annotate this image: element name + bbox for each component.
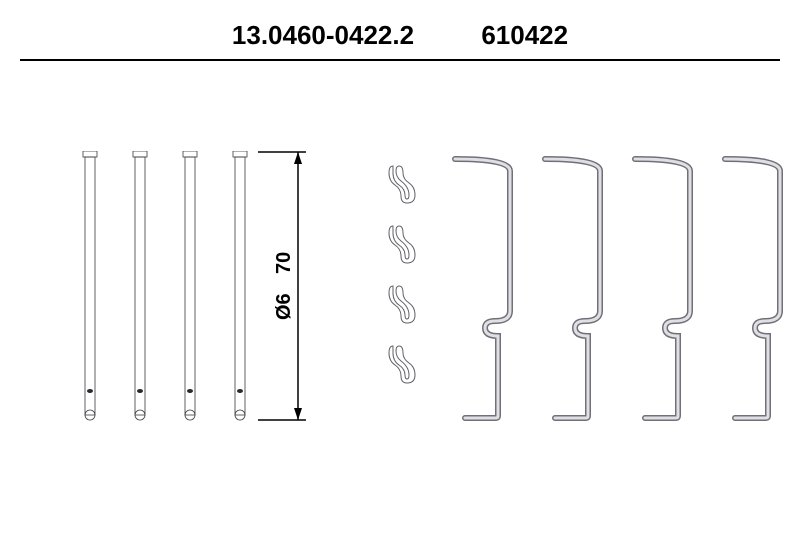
spring-clip-4 bbox=[720, 156, 788, 421]
diagram-content: Ø6 70 bbox=[0, 61, 800, 521]
dimension-labels: Ø6 70 bbox=[273, 151, 296, 421]
cotter-pin-3 bbox=[385, 281, 419, 326]
spring-clip-3 bbox=[630, 156, 698, 421]
spring-clip-2 bbox=[540, 156, 608, 421]
spring-clip-1 bbox=[450, 156, 518, 421]
dimension-diameter: Ø6 bbox=[273, 294, 296, 321]
pin-4 bbox=[230, 151, 250, 421]
dimension-length: 70 bbox=[273, 252, 296, 274]
header: 13.0460-0422.2 610422 bbox=[0, 0, 800, 51]
pin-2 bbox=[130, 151, 150, 421]
cotter-pin-4 bbox=[385, 341, 419, 386]
part-number-2: 610422 bbox=[481, 20, 568, 50]
pin-3 bbox=[180, 151, 200, 421]
cotter-pin-1 bbox=[385, 161, 419, 206]
pin-1 bbox=[80, 151, 100, 421]
part-number-1: 13.0460-0422.2 bbox=[232, 20, 414, 50]
cotter-pin-2 bbox=[385, 221, 419, 266]
